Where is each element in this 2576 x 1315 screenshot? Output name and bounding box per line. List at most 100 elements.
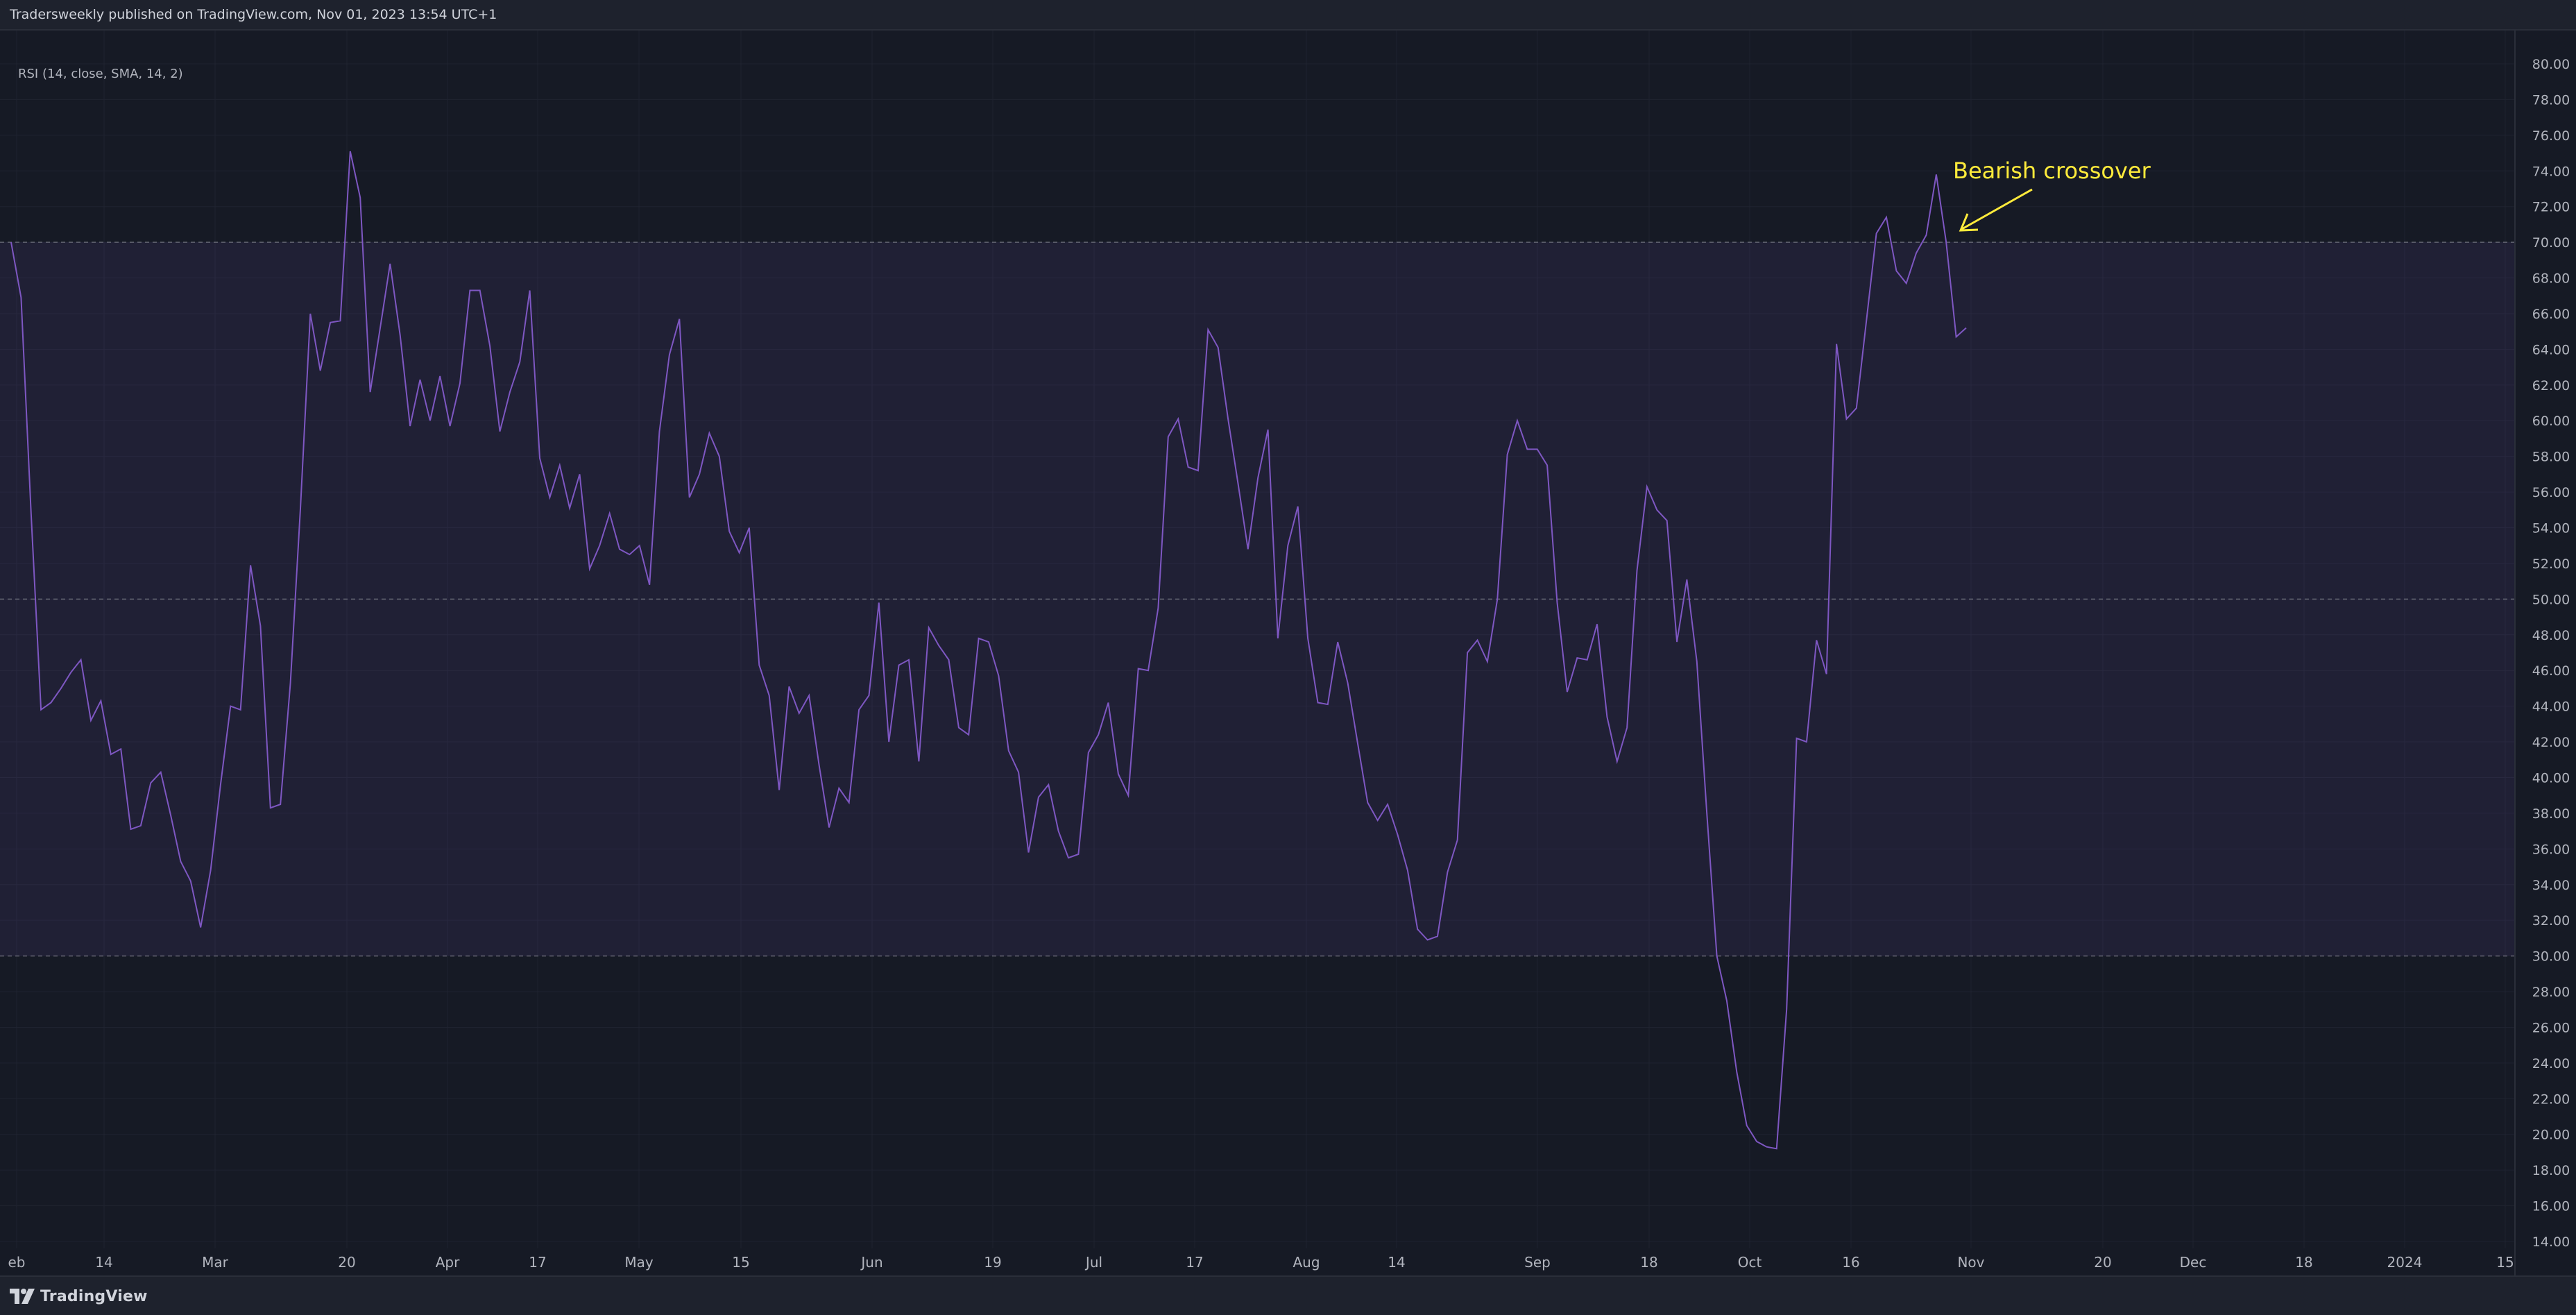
rsi-point	[290, 682, 291, 684]
rsi-point	[908, 659, 910, 661]
rsi-point	[1157, 607, 1159, 609]
rsi-point	[808, 695, 810, 696]
y-tick-label: 62.00	[2532, 378, 2570, 393]
rsi-point	[1227, 418, 1229, 420]
rsi-point	[1177, 418, 1179, 420]
rsi-point	[330, 322, 331, 323]
indicator-label[interactable]: RSI (14, close, SMA, 14, 2)	[18, 67, 183, 81]
y-tick-label: 70.00	[2532, 235, 2570, 251]
rsi-point	[339, 320, 341, 321]
rsi-point	[31, 513, 32, 514]
rsi-point	[689, 497, 690, 498]
rsi-point	[599, 545, 600, 546]
rsi-point	[978, 638, 980, 639]
rsi-point	[200, 926, 201, 928]
rsi-point	[1646, 486, 1648, 487]
rsi-point	[579, 473, 581, 475]
grid-layer	[0, 31, 2515, 1248]
rsi-point	[479, 290, 481, 291]
rsi-point	[1018, 772, 1019, 773]
rsi-point	[569, 507, 570, 509]
rsi-point	[838, 788, 839, 789]
x-tick-label: 18	[1640, 1254, 1657, 1271]
rsi-point	[1367, 801, 1368, 803]
rsi-point	[799, 713, 800, 714]
rsi-point	[1317, 702, 1318, 703]
rsi-point	[1886, 217, 1887, 218]
rsi-point	[1606, 716, 1607, 718]
rsi-point	[389, 263, 391, 264]
rsi-point	[1038, 797, 1039, 798]
rsi-point	[1247, 548, 1249, 550]
rsi-point	[10, 241, 12, 243]
x-tick-label: Sep	[1524, 1254, 1551, 1271]
rsi-point	[679, 319, 680, 320]
y-tick-label: 72.00	[2532, 200, 2570, 215]
rsi-point	[1407, 869, 1408, 871]
rsi-point	[918, 761, 919, 762]
rsi-point	[828, 826, 830, 828]
x-tick-label: 15	[732, 1254, 749, 1271]
tradingview-logo[interactable]: TradingView	[10, 1287, 148, 1306]
rsi-point	[1207, 329, 1209, 330]
rsi-point	[649, 584, 650, 586]
rsi-point	[1427, 939, 1428, 940]
rsi-point	[1836, 343, 1837, 345]
rsi-point	[1028, 851, 1030, 853]
rsi-point	[1447, 872, 1448, 873]
rsi-point	[1916, 253, 1917, 254]
rsi-point	[1188, 466, 1189, 468]
rsi-point	[1457, 839, 1458, 840]
rsi-point	[1567, 691, 1568, 693]
rsi-point	[359, 197, 361, 198]
rsi-point	[1766, 1146, 1767, 1148]
rsi-point	[1357, 743, 1358, 745]
rsi-point	[400, 334, 401, 336]
rsi-point	[220, 784, 221, 786]
rsi-point	[309, 313, 311, 314]
publisher-header: Tradersweekly published on TradingView.c…	[0, 0, 2576, 31]
rsi-point	[1377, 820, 1379, 821]
chart-area[interactable]: 14.00 16.00 18.00 20.00 22.00 24.00 26.00 28.00…	[0, 31, 2576, 1275]
rsi-point	[1576, 657, 1578, 659]
y-tick-label: 68.00	[2532, 271, 2570, 287]
rsi-point	[559, 465, 561, 466]
rsi-point	[1487, 661, 1488, 662]
rsi-point	[519, 361, 520, 362]
y-tick-label: 36.00	[2532, 842, 2570, 857]
rsi-point	[1218, 347, 1219, 348]
rsi-point	[1168, 436, 1169, 437]
rsi-point	[1108, 702, 1109, 703]
y-tick-label: 32.00	[2532, 913, 2570, 928]
x-axis: eb 14 Mar 20 Apr 17 May 15 Jun 19 Jul 17 Aug 14 Sep 18 O…	[8, 1254, 2514, 1271]
rsi-point	[819, 764, 820, 765]
rsi-point	[419, 379, 420, 380]
y-tick-label: 30.00	[2532, 949, 2570, 965]
rsi-point	[788, 686, 790, 687]
rsi-point	[1716, 956, 1718, 957]
rsi-line[interactable]	[10, 151, 1967, 1150]
rsi-point	[589, 568, 590, 570]
rsi-point	[1796, 738, 1798, 739]
rsi-point	[1118, 773, 1119, 774]
rsi-point	[1008, 750, 1009, 752]
x-tick-label: 2024	[2387, 1254, 2423, 1271]
rsi-point	[938, 645, 939, 646]
rsi-point	[858, 709, 860, 711]
rsi-point	[40, 709, 42, 711]
rsi-point	[1098, 734, 1099, 736]
rsi-point	[180, 860, 181, 862]
y-tick-label: 54.00	[2532, 521, 2570, 536]
rsi-point	[778, 789, 780, 790]
rsi-point	[1058, 831, 1059, 832]
rsi-point	[1776, 1148, 1777, 1149]
rsi-point	[1736, 1071, 1737, 1073]
x-tick-label: Nov	[1957, 1254, 1984, 1271]
rsi-point	[728, 531, 730, 532]
rsi-chart[interactable]: 14.00 16.00 18.00 20.00 22.00 24.00 26.00 28.00…	[0, 31, 2576, 1275]
y-tick-label: 56.00	[2532, 485, 2570, 500]
y-tick-label: 60.00	[2532, 414, 2570, 429]
rsi-point	[450, 425, 451, 427]
rsi-point	[1866, 320, 1867, 321]
rsi-point	[1676, 641, 1678, 643]
